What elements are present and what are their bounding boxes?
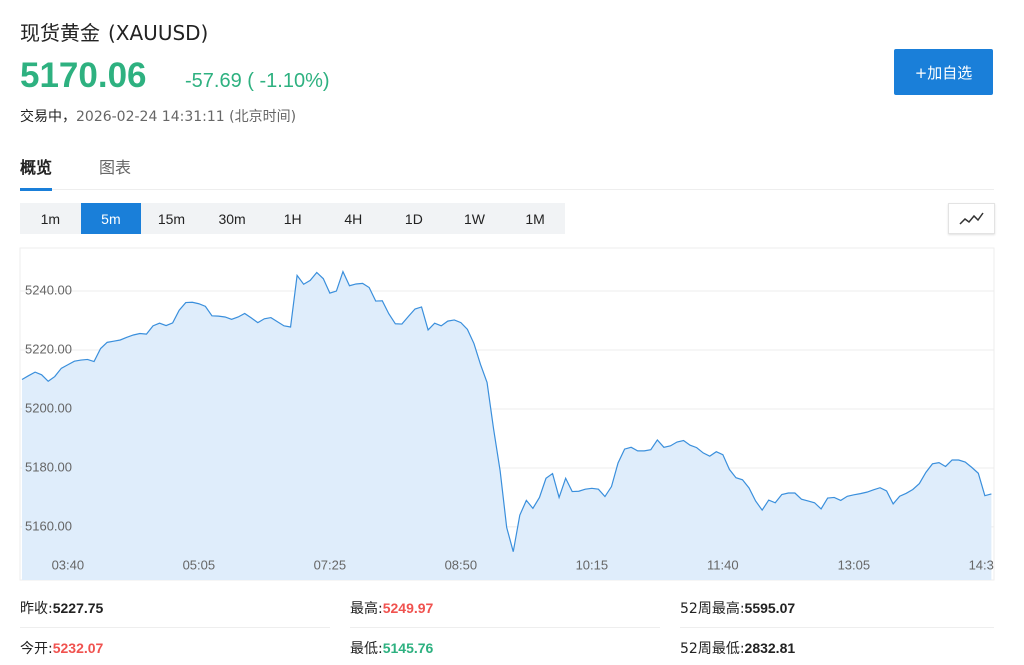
stat: 52周最低:2832.81: [680, 638, 795, 658]
interval-button[interactable]: 1D: [404, 210, 423, 227]
separator: [350, 627, 660, 628]
y-tick-label: 5200.00: [25, 400, 72, 415]
tab[interactable]: 图表: [99, 158, 132, 177]
tab[interactable]: 概览: [20, 154, 53, 191]
stat-label: 昨收:: [20, 601, 53, 617]
stat-value: 5227.75: [52, 600, 104, 616]
y-tick-label: 5180.00: [25, 459, 72, 474]
stat: 52周最高:5595.07: [680, 598, 795, 618]
stat-label: 52周最低:: [680, 641, 745, 657]
stat-value: 2832.81: [744, 640, 796, 656]
interval-button[interactable]: 30m: [218, 210, 246, 227]
change-row: -57.69 ( -1.10%): [185, 70, 330, 93]
stat: 今开:5232.07: [20, 638, 103, 658]
x-tick-label: 13:05: [838, 557, 871, 572]
interval-button[interactable]: 4H: [344, 210, 363, 227]
status: 交易中，: [20, 109, 76, 125]
x-tick-label: 11:40: [707, 557, 739, 572]
y-tick-label: 5240.00: [25, 282, 72, 297]
x-tick-label: 05:05: [183, 557, 216, 572]
x-tick-label: 07:25: [314, 557, 347, 572]
stat-label: 52周最高:: [680, 601, 745, 617]
title-row: 现货黄金 (XAUUSD): [20, 17, 208, 46]
interval-button[interactable]: 15m: [157, 210, 186, 227]
x-tick-label: 08:50: [445, 557, 478, 572]
stat-label: 最低:: [350, 641, 383, 657]
add-watchlist-button[interactable]: +加自选: [894, 49, 993, 95]
interval-button[interactable]: 1H: [283, 210, 302, 227]
icon-line: [959, 212, 984, 225]
interval-button[interactable]: 1m: [40, 210, 61, 227]
y-tick-label: 5220.00: [25, 341, 72, 356]
change: -57.69: [185, 70, 242, 92]
stat: 最高:5249.97: [350, 598, 433, 618]
price-line: [21, 269, 992, 552]
stat: 最低:5145.76: [350, 638, 433, 658]
timestamp: 2026-02-24 14:31:11 (北京时间): [76, 109, 297, 125]
stat-value: 5249.97: [382, 600, 434, 616]
chart-type-button[interactable]: [948, 203, 995, 234]
x-tick-label: 14:30: [969, 557, 1002, 572]
y-tick-label: 5160.00: [25, 518, 72, 533]
area-fill: [22, 271, 992, 580]
title: 现货黄金: [20, 21, 100, 45]
change-percent: ( -1.10%): [247, 70, 330, 92]
x-tick-label: 03:40: [52, 557, 85, 572]
interval-button[interactable]: 5m: [80, 203, 142, 234]
separator: [20, 627, 330, 628]
status-row: 交易中，2026-02-24 14:31:11 (北京时间): [20, 106, 296, 126]
stat: 昨收:5227.75: [20, 598, 103, 618]
chart: 5160.00 5180.00 5200.00 5220.00 5240.00 03:40…: [19, 247, 1002, 581]
interval-bar: 1m 5m 15m 30m 1H 4H 1D 1W 1M: [20, 203, 566, 234]
stat-label: 最高:: [350, 601, 383, 617]
plot: 5160.00 5180.00 5200.00 5220.00 5240.00 03:40…: [20, 269, 1002, 580]
chart-type-icon: [959, 212, 984, 225]
tabs: 概览 图表: [20, 150, 994, 191]
stat-value: 5145.76: [382, 640, 434, 656]
stat-label: 今开:: [20, 641, 53, 657]
stat-value: 5595.07: [744, 600, 796, 616]
x-tick-label: 10:15: [576, 557, 609, 572]
price: 5170.06: [20, 56, 147, 95]
interval-button[interactable]: 1W: [463, 210, 485, 227]
interval-button[interactable]: 1M: [525, 210, 545, 227]
stat-value: 5232.07: [52, 640, 104, 656]
symbol: (XAUUSD): [108, 21, 209, 45]
separator: [680, 627, 994, 628]
